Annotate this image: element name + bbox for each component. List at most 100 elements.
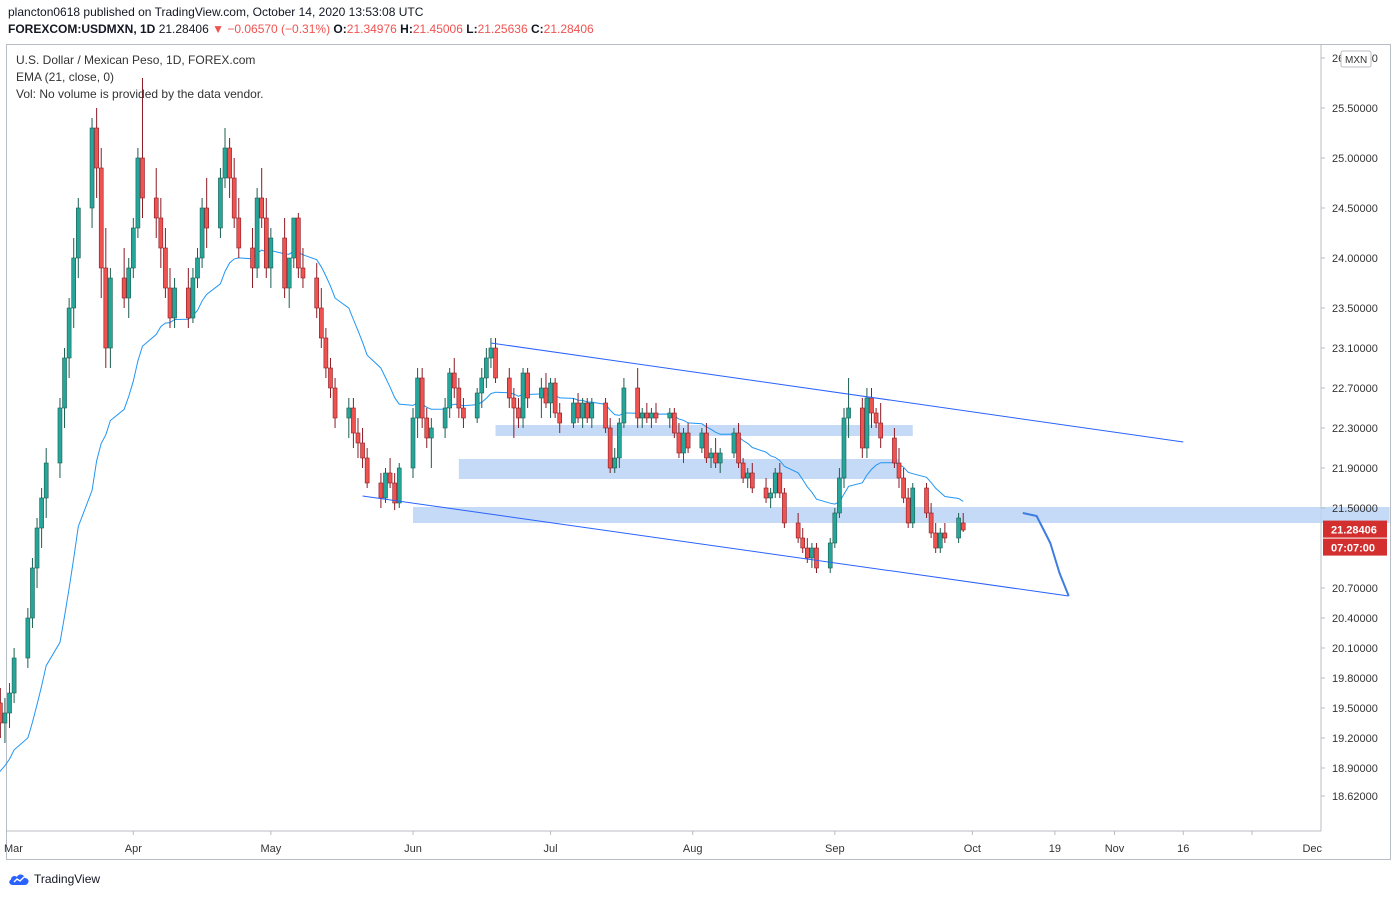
candle-body bbox=[800, 537, 806, 549]
candle-body bbox=[259, 197, 264, 219]
y-tick-label: 23.10000 bbox=[1332, 343, 1378, 355]
candle-body bbox=[704, 432, 709, 459]
candle-body bbox=[291, 217, 297, 259]
footer-brand[interactable]: TradingView bbox=[8, 872, 100, 886]
candle-body bbox=[263, 217, 269, 269]
candle-body bbox=[772, 472, 778, 494]
candle-body bbox=[355, 432, 361, 444]
candle-body bbox=[846, 407, 851, 419]
candle-body bbox=[892, 437, 897, 464]
y-tick-label: 19.20000 bbox=[1332, 733, 1378, 745]
candle-body bbox=[94, 127, 99, 169]
candle-body bbox=[383, 472, 388, 499]
candle-body bbox=[43, 462, 49, 499]
candle-body bbox=[896, 462, 902, 479]
candle-body bbox=[612, 457, 618, 469]
candle-body bbox=[447, 372, 452, 409]
candle-body bbox=[300, 267, 306, 279]
candle-body bbox=[580, 402, 585, 419]
y-tick-label: 19.50000 bbox=[1332, 703, 1378, 715]
x-tick-label: Apr bbox=[125, 843, 142, 855]
price-change: −0.06570 (−0.31%) bbox=[227, 22, 331, 36]
currency-badge-box bbox=[1340, 50, 1372, 68]
y-tick-label: 24.00000 bbox=[1332, 253, 1378, 265]
low-value: 21.25636 bbox=[477, 22, 528, 36]
support-zone-3 bbox=[413, 507, 1390, 523]
candle-body bbox=[89, 127, 95, 209]
candle-body bbox=[479, 377, 485, 394]
candle-body bbox=[933, 532, 938, 549]
publish-header: plancton0618 published on TradingView.co… bbox=[8, 4, 594, 38]
y-tick-label: 20.40000 bbox=[1332, 613, 1378, 625]
upper-trendline bbox=[490, 342, 1184, 443]
candle-body bbox=[924, 487, 929, 514]
candle-body bbox=[928, 512, 934, 534]
candle-body bbox=[250, 247, 255, 269]
candle-body bbox=[39, 497, 44, 529]
candle-body bbox=[378, 482, 384, 499]
candle-body bbox=[419, 377, 425, 419]
candle-body bbox=[511, 397, 517, 409]
candle-body bbox=[25, 617, 31, 659]
candle-body bbox=[740, 462, 746, 479]
candle-body bbox=[672, 412, 677, 434]
candle-body bbox=[956, 517, 961, 539]
candle-body bbox=[782, 492, 787, 524]
open-value: 21.34976 bbox=[346, 22, 397, 36]
candle-body bbox=[584, 402, 590, 419]
candle-body bbox=[158, 217, 164, 249]
candle-body bbox=[878, 422, 883, 439]
candle-body bbox=[442, 407, 448, 429]
candle-body bbox=[685, 432, 691, 449]
candle-body bbox=[745, 472, 751, 479]
candle-body bbox=[429, 427, 434, 439]
candle-body bbox=[190, 277, 196, 319]
y-tick-label: 23.50000 bbox=[1332, 303, 1378, 315]
low-label: L: bbox=[466, 22, 478, 36]
legend-volume: Vol: No volume is provided by the data v… bbox=[16, 87, 264, 101]
candle-body bbox=[474, 392, 480, 419]
x-tick-label: Aug bbox=[683, 843, 703, 855]
candle-body bbox=[328, 367, 333, 389]
candle-body bbox=[860, 407, 865, 449]
candle-body bbox=[296, 217, 301, 269]
candle-body bbox=[708, 452, 714, 459]
candle-body bbox=[186, 287, 191, 319]
candle-body bbox=[905, 497, 911, 524]
candle-body bbox=[172, 287, 177, 319]
candle-body bbox=[617, 422, 622, 459]
down-arrow-icon: ▼ bbox=[212, 22, 224, 36]
candle-body bbox=[960, 522, 966, 531]
y-tick-label: 25.50000 bbox=[1332, 103, 1378, 115]
candle-body bbox=[621, 387, 627, 424]
candle-body bbox=[548, 382, 553, 404]
x-tick-label: 16 bbox=[1177, 843, 1189, 855]
y-tick-label: 18.90000 bbox=[1332, 763, 1378, 775]
candle-body bbox=[520, 372, 526, 419]
x-tick-label: May bbox=[260, 843, 281, 855]
last-price-value: 21.28406 bbox=[158, 22, 209, 36]
high-value: 21.45006 bbox=[412, 22, 463, 36]
candle-body bbox=[282, 237, 287, 289]
legend-title: U.S. Dollar / Mexican Peso, 1D, FOREX.co… bbox=[16, 53, 256, 67]
candle-body bbox=[841, 417, 847, 479]
candle-body bbox=[649, 412, 654, 419]
candle-body bbox=[484, 357, 489, 379]
x-tick-label: Nov bbox=[1105, 843, 1125, 855]
countdown-tag-box bbox=[1323, 538, 1387, 556]
candle-body bbox=[236, 217, 242, 249]
candle-body bbox=[552, 382, 558, 414]
chart-frame[interactable] bbox=[6, 44, 1391, 860]
candle-body bbox=[639, 412, 645, 419]
candle-body bbox=[667, 412, 673, 419]
candle-body bbox=[516, 407, 521, 419]
candle-body bbox=[589, 402, 595, 419]
candle-body bbox=[323, 337, 329, 369]
candle-body bbox=[286, 257, 292, 289]
legend-ema: EMA (21, close, 0) bbox=[16, 70, 115, 84]
symbol-quote-line: FOREXCOM:USDMXN, 1D 21.28406 ▼ −0.06570 … bbox=[8, 21, 594, 38]
candle-body bbox=[493, 347, 498, 379]
candle-body bbox=[731, 432, 737, 454]
chart-legend: U.S. Dollar / Mexican Peso, 1D, FOREX.co… bbox=[16, 52, 263, 103]
